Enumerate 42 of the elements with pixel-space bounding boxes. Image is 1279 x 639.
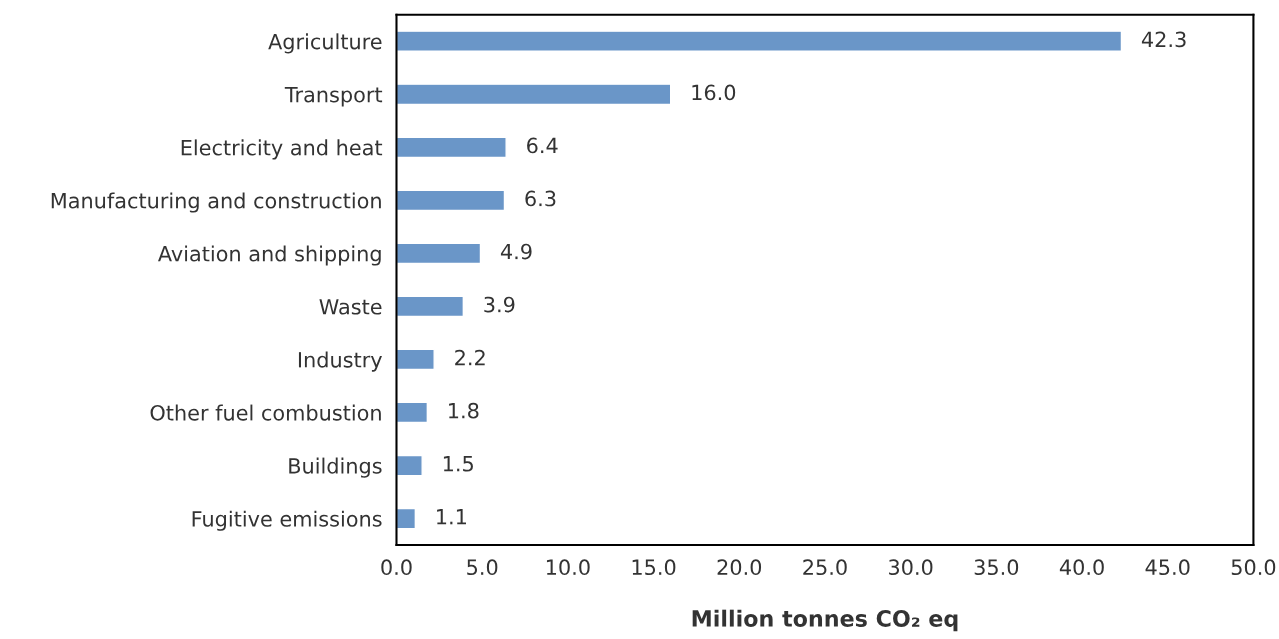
x-tick-label: 0.0: [381, 559, 412, 576]
x-tick-label: 10.0: [546, 559, 590, 576]
x-tick-label: 20.0: [717, 559, 762, 576]
bar: [396, 83, 672, 106]
data-label: 1.1: [437, 509, 466, 525]
y-tick-label: Agriculture: [268, 33, 382, 54]
bar: [396, 189, 506, 212]
data-label: 4.9: [500, 243, 532, 260]
data-label: 3.9: [484, 296, 515, 313]
x-axis-title: Million tonnes CO₂ eq: [692, 609, 958, 632]
bar: [396, 30, 1123, 52]
y-tick-label: Electricity and heat: [181, 139, 383, 160]
data-label: 1.5: [443, 456, 473, 472]
data-label: 2.2: [455, 349, 485, 366]
bar: [396, 348, 435, 371]
bar: [396, 242, 482, 265]
data-label: 42.3: [1141, 31, 1186, 48]
bar: [396, 295, 465, 318]
y-tick-label: Industry: [298, 351, 382, 372]
x-tick-label: 40.0: [1059, 559, 1104, 576]
data-label: 1.8: [449, 402, 479, 419]
x-tick-label: 25.0: [803, 559, 847, 576]
y-tick-label: Aviation and shipping: [157, 245, 381, 266]
y-tick-label: Other fuel combustion: [150, 404, 381, 421]
data-label: 6.4: [527, 137, 558, 154]
x-tick-label: 15.0: [632, 559, 676, 576]
bar: [396, 507, 417, 530]
x-tick-label: 30.0: [889, 559, 933, 576]
y-tick-label: Buildings: [289, 457, 382, 478]
x-tick-label: 5.0: [467, 559, 498, 576]
y-tick-label: Transport: [284, 86, 383, 107]
bar: [396, 454, 423, 477]
y-tick-label: Fugitive emissions: [192, 510, 382, 531]
x-tick-label: 50.0: [1231, 559, 1276, 576]
x-tick-label: 45.0: [1145, 559, 1190, 576]
data-label: 16.0: [692, 84, 736, 101]
y-tick-label: Manufacturing and construction: [51, 192, 381, 213]
bar: [396, 136, 507, 159]
data-label: 6.3: [525, 190, 556, 207]
x-tick-label: 35.0: [974, 559, 1019, 576]
bar: [396, 401, 429, 424]
y-tick-label: Waste: [319, 299, 382, 315]
